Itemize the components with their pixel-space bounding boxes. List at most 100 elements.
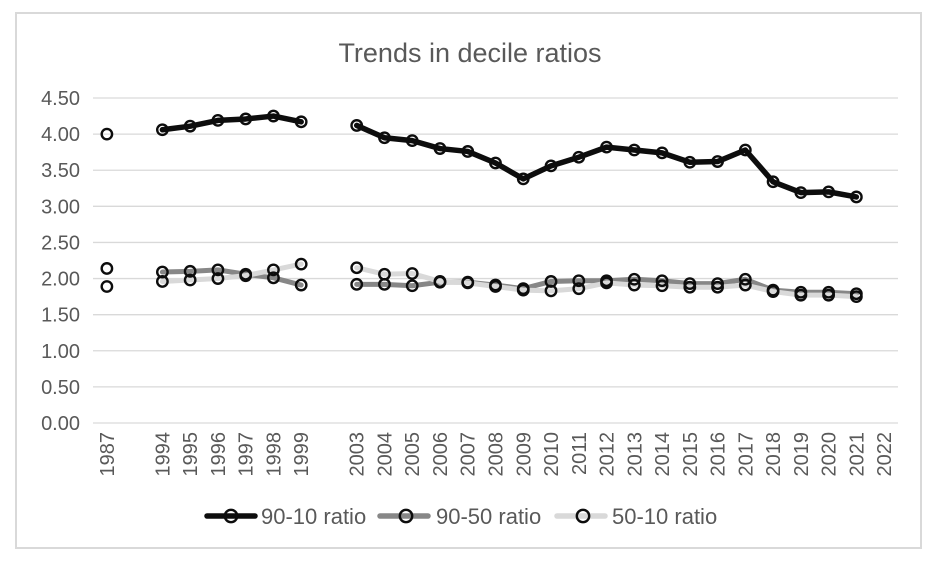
data-point-marker-90-50-ratio — [100, 280, 114, 293]
x-tick-label: 1996 — [208, 432, 230, 477]
data-point-marker-90-10-ratio — [822, 185, 836, 199]
data-point-marker-50-10-ratio — [350, 261, 364, 275]
data-point-marker-50-10-ratio — [239, 269, 253, 283]
legend-label: 50-10 ratio — [612, 504, 717, 529]
series-line-90-10-ratio — [353, 122, 860, 200]
data-point-marker-90-50-ratio — [267, 271, 280, 285]
data-point-marker-50-10-ratio — [516, 283, 530, 297]
data-point-marker-50-10-ratio — [683, 280, 697, 294]
legend-marker-icon — [575, 508, 591, 524]
x-tick-label: 2012 — [597, 432, 619, 477]
data-point-marker-90-10-ratio — [267, 109, 280, 123]
x-tick-label: 2018 — [763, 432, 785, 477]
data-point-marker-90-50-ratio — [572, 274, 586, 288]
data-point-marker-90-10-ratio — [489, 156, 502, 170]
x-tick-label: 2017 — [735, 432, 757, 477]
data-point-marker-90-10-ratio — [655, 146, 669, 160]
data-point-marker-50-10-ratio — [600, 276, 613, 290]
x-tick-label: 1987 — [97, 432, 119, 477]
y-tick-label: 1.00 — [41, 341, 80, 363]
data-point-marker-90-10-ratio — [794, 186, 808, 200]
data-point-marker-90-10-ratio — [738, 143, 752, 157]
data-point-marker-90-50-ratio — [294, 278, 308, 292]
x-tick-label: 2011 — [569, 432, 591, 475]
data-point-marker-90-10-ratio — [627, 143, 641, 157]
data-point-marker-50-10-ratio — [267, 263, 280, 277]
x-tick-label: 2006 — [430, 432, 452, 477]
data-point-marker-90-50-ratio — [738, 272, 752, 286]
data-point-marker-50-10-ratio — [489, 280, 502, 293]
data-point-marker-90-10-ratio — [600, 140, 613, 154]
data-point-marker-50-10-ratio — [100, 262, 114, 275]
x-tick-label: 1997 — [236, 432, 258, 477]
data-point-marker-50-10-ratio — [211, 272, 225, 285]
data-point-marker-50-10-ratio — [294, 257, 308, 271]
data-point-marker-50-10-ratio — [655, 279, 669, 293]
x-tick-label: 2010 — [541, 432, 563, 477]
x-tick-label: 1999 — [291, 432, 313, 477]
series-line-50-10-ratio — [354, 265, 859, 300]
data-point-marker-90-50-ratio — [350, 277, 364, 291]
data-point-marker-90-10-ratio — [211, 113, 225, 127]
y-axis-labels: 4.50 4.00 3.50 3.00 2.50 2.00 1.50 1.00 0.50 0.00 — [41, 88, 80, 435]
x-tick-label: 2009 — [513, 432, 535, 477]
legend-label: 90-50 ratio — [436, 504, 541, 529]
x-axis-labels: 1987 1994 1995 1996 1997 1998 1999 2003 2004 2005… — [97, 432, 896, 477]
data-point-marker-90-10-ratio — [294, 115, 308, 129]
data-point-marker-90-10-ratio — [766, 175, 780, 189]
y-tick-label: 4.00 — [41, 124, 80, 146]
data-point-marker-90-50-ratio — [183, 264, 197, 278]
y-tick-label: 4.50 — [41, 88, 80, 110]
data-point-marker-50-10-ratio — [378, 267, 391, 281]
legend-item-90-50-ratio: 90-50 ratio — [377, 504, 541, 529]
y-tick-label: 0.50 — [41, 377, 80, 399]
gridlines — [93, 97, 898, 424]
series-line-90-10-ratio — [159, 113, 304, 133]
data-point-marker-90-10-ratio — [572, 150, 586, 164]
legend-item-90-10-ratio: 90-10 ratio — [204, 504, 366, 529]
data-point-marker-50-10-ratio — [544, 284, 558, 298]
data-point-marker-90-10-ratio — [544, 159, 558, 173]
x-tick-label: 2022 — [874, 432, 896, 477]
x-tick-label: 1998 — [263, 432, 285, 477]
x-tick-label: 2008 — [486, 432, 508, 477]
data-point-marker-50-10-ratio — [433, 275, 447, 288]
data-point-marker-90-50-ratio — [211, 263, 225, 277]
data-point-marker-90-10-ratio — [849, 190, 863, 204]
data-point-marker-50-10-ratio — [766, 285, 780, 298]
x-tick-label: 2004 — [374, 432, 396, 477]
data-point-marker-50-10-ratio — [627, 278, 641, 292]
x-tick-label: 1994 — [152, 432, 174, 477]
x-tick-label: 2019 — [791, 432, 813, 477]
data-point-marker-90-10-ratio — [155, 123, 169, 137]
chart-legend: 90-10 ratio 90-50 ratio 50-10 ratio — [204, 504, 717, 529]
data-point-marker-50-10-ratio — [711, 280, 724, 294]
x-tick-label: 2013 — [624, 432, 646, 477]
data-point-marker-90-10-ratio — [711, 155, 724, 168]
x-tick-label: 2007 — [458, 432, 480, 477]
legend-label: 90-10 ratio — [261, 504, 366, 529]
x-tick-label: 2015 — [680, 432, 702, 477]
data-point-marker-50-10-ratio — [461, 276, 475, 290]
plot-series-markers — [100, 109, 863, 304]
data-point-marker-90-10-ratio — [183, 119, 197, 133]
legend-item-50-10-ratio: 50-10 ratio — [554, 504, 717, 529]
y-tick-label: 2.50 — [41, 232, 80, 254]
data-point-marker-90-10-ratio — [405, 134, 419, 148]
x-tick-label: 2005 — [402, 432, 424, 477]
legend-marker-icon — [223, 508, 239, 524]
y-tick-label: 3.50 — [41, 160, 80, 182]
y-tick-label: 1.50 — [41, 305, 80, 327]
x-tick-label: 2003 — [347, 432, 369, 477]
y-tick-label: 0.00 — [41, 413, 80, 435]
data-point-marker-90-50-ratio — [627, 272, 641, 286]
y-tick-label: 2.00 — [41, 269, 80, 291]
x-tick-label: 2021 — [846, 432, 868, 477]
data-point-marker-90-10-ratio — [461, 145, 475, 158]
data-point-marker-50-10-ratio — [183, 273, 197, 287]
data-point-marker-90-10-ratio — [683, 155, 697, 169]
y-tick-label: 3.00 — [41, 196, 80, 218]
data-point-marker-50-10-ratio — [405, 267, 419, 280]
x-tick-label: 1995 — [180, 432, 202, 477]
data-point-marker-50-10-ratio — [738, 278, 752, 292]
